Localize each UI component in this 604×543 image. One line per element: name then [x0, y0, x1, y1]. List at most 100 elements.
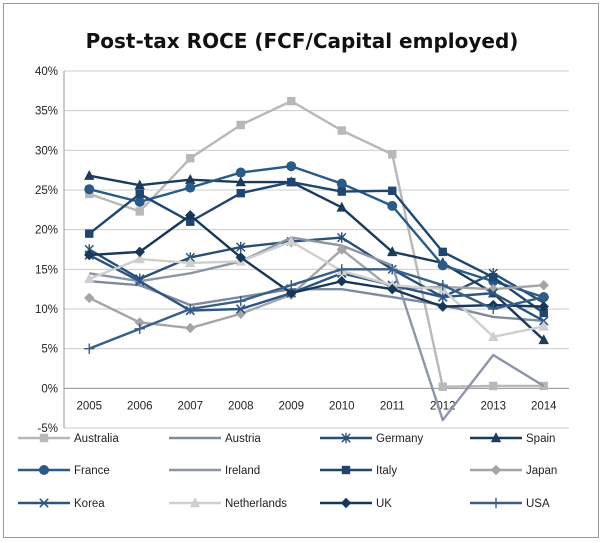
y-tick-label: -5% — [38, 423, 58, 435]
data-point-korea — [235, 304, 246, 314]
data-point-netherlands — [84, 273, 95, 284]
x-tick-label: 2009 — [278, 400, 304, 412]
data-point-uk — [387, 283, 398, 295]
data-point-italy — [135, 189, 144, 199]
data-point-france — [437, 260, 448, 271]
legend-item-germany: Germany — [320, 432, 424, 445]
legend-label: France — [74, 465, 110, 477]
data-point-usa — [134, 323, 145, 335]
data-point-usa — [538, 291, 549, 303]
legend-item-uk: UK — [320, 497, 392, 510]
data-point-japan — [185, 322, 196, 334]
legend-item-netherlands: Netherlands — [169, 497, 287, 510]
series-line-australia — [88, 99, 544, 388]
legend-label: Germany — [376, 433, 424, 445]
data-point-netherlands — [134, 253, 145, 264]
y-tick-label: 20% — [35, 225, 58, 237]
line-chart: Post-tax ROCE (FCF/Capital employed) -5% 0… — [18, 29, 569, 510]
data-point-australia — [337, 126, 346, 135]
data-point-japan — [336, 244, 347, 255]
series-line-italy — [88, 180, 545, 314]
data-point-australia — [186, 154, 195, 163]
data-point-italy — [236, 188, 245, 198]
data-point-italy — [539, 308, 548, 318]
data-point-uk — [134, 246, 145, 258]
legend-item-italy: Italy — [320, 465, 397, 477]
data-point-france — [336, 178, 347, 189]
legend-marker-netherlands — [189, 497, 201, 508]
series-line-france — [88, 164, 545, 299]
x-tick-label: 2007 — [177, 400, 203, 412]
y-tick-label: 35% — [35, 106, 58, 118]
data-point-japan — [235, 308, 246, 319]
legend-label: Netherlands — [225, 498, 287, 510]
data-point-france — [286, 161, 297, 172]
series-usa — [84, 264, 549, 354]
series-line-japan — [88, 248, 544, 330]
x-tick-label: 2014 — [531, 400, 557, 412]
data-point-australia — [287, 96, 296, 106]
data-point-france — [185, 182, 196, 193]
data-point-uk — [286, 287, 297, 299]
data-point-italy — [489, 273, 498, 282]
data-point-spain — [336, 201, 347, 212]
series-line-usa — [88, 268, 545, 350]
chart-title: Post-tax ROCE (FCF/Capital employed) — [86, 29, 519, 53]
series-line-netherlands — [88, 240, 544, 338]
data-point-uk — [235, 252, 246, 263]
y-tick-label: 0% — [41, 383, 58, 395]
data-point-usa — [286, 280, 297, 291]
data-point-italy — [337, 187, 346, 196]
legend-marker-australia — [39, 433, 49, 443]
series-line-spain — [89, 174, 545, 341]
data-point-italy — [388, 186, 397, 195]
y-tick-label: 5% — [41, 344, 58, 356]
data-point-spain — [84, 170, 95, 180]
data-point-usa — [84, 343, 95, 354]
data-point-uk — [185, 210, 196, 221]
x-tick-label: 2006 — [127, 400, 153, 412]
legend-marker-korea — [39, 498, 49, 508]
data-point-korea — [488, 288, 499, 298]
data-point-japan — [538, 280, 549, 291]
data-point-usa — [437, 280, 448, 291]
legend-label: Austria — [225, 433, 261, 445]
data-point-netherlands — [488, 331, 499, 341]
data-point-uk — [437, 301, 448, 312]
x-tick-label: 2005 — [76, 400, 102, 412]
data-point-france — [84, 184, 95, 195]
data-point-usa — [185, 303, 196, 315]
data-point-australia — [236, 120, 245, 130]
legend-label: Japan — [526, 465, 557, 477]
series-line-uk — [89, 214, 544, 308]
data-point-uk — [538, 301, 549, 312]
data-point-japan — [488, 283, 499, 295]
legend-item-korea: Korea — [18, 498, 105, 510]
data-point-italy — [287, 177, 296, 187]
data-point-spain — [538, 334, 549, 345]
data-point-uk — [336, 276, 347, 287]
x-tick-label: 2011 — [380, 400, 405, 412]
y-tick-label: 15% — [35, 264, 58, 276]
data-point-usa — [336, 264, 347, 275]
data-point-france — [235, 167, 246, 178]
data-point-australia — [388, 150, 397, 159]
y-tick-label: 10% — [35, 304, 58, 316]
data-point-italy — [186, 217, 195, 226]
legend-label: Ireland — [225, 465, 260, 477]
legend-label: Spain — [526, 433, 555, 445]
legend-item-austria: Austria — [169, 433, 261, 445]
legend-label: UK — [376, 498, 392, 510]
series-line-germany — [88, 236, 545, 304]
series-australia — [85, 96, 548, 391]
x-tick-label: 2010 — [329, 400, 355, 412]
data-point-uk — [84, 249, 95, 261]
data-point-usa — [488, 303, 499, 315]
legend-item-japan: Japan — [470, 464, 557, 477]
legend-label: Italy — [376, 465, 397, 477]
legend-label: Australia — [74, 433, 119, 445]
y-tick-label: 25% — [35, 185, 58, 197]
data-point-korea — [437, 292, 448, 302]
legend-marker-japan — [490, 464, 502, 476]
data-point-netherlands — [286, 235, 297, 246]
